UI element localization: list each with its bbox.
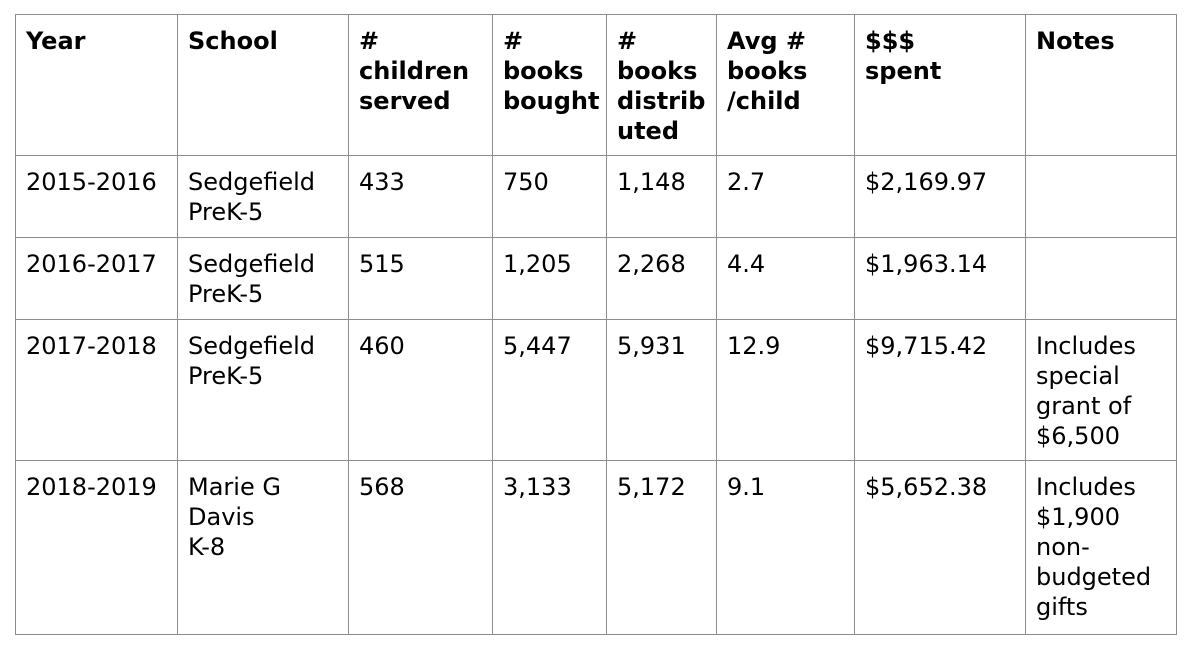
cell-year: 2015-2016 bbox=[15, 155, 178, 238]
cell-books-bought: 750 bbox=[492, 155, 607, 238]
cell-year: 2017-2018 bbox=[15, 319, 178, 461]
cell-money-spent: $9,715.42 bbox=[854, 319, 1026, 461]
header-books-distributed: # books distrib uted bbox=[606, 14, 717, 156]
cell-notes bbox=[1025, 237, 1177, 320]
cell-school: Sedgefield PreK-5 bbox=[177, 237, 349, 320]
book-distribution-table: Year School # children served # books bo… bbox=[15, 14, 1177, 635]
cell-money-spent: $2,169.97 bbox=[854, 155, 1026, 238]
cell-books-distributed: 1,148 bbox=[606, 155, 717, 238]
table-row: 2016-2017 Sedgefield PreK-5 515 1,205 2,… bbox=[15, 237, 1177, 320]
cell-children-served: 460 bbox=[348, 319, 493, 461]
header-children-served: # children served bbox=[348, 14, 493, 156]
cell-books-distributed: 2,268 bbox=[606, 237, 717, 320]
header-avg-books-per-child: Avg # books /child bbox=[716, 14, 855, 156]
table-row: 2018-2019 Marie G Davis K-8 568 3,133 5,… bbox=[15, 460, 1177, 635]
cell-notes: Includes special grant of $6,500 bbox=[1025, 319, 1177, 461]
header-notes: Notes bbox=[1025, 14, 1177, 156]
cell-children-served: 568 bbox=[348, 460, 493, 635]
header-money-spent: $$$ spent bbox=[854, 14, 1026, 156]
cell-notes: Includes $1,900 non- budgeted gifts bbox=[1025, 460, 1177, 635]
header-school: School bbox=[177, 14, 349, 156]
cell-avg-books: 4.4 bbox=[716, 237, 855, 320]
cell-avg-books: 2.7 bbox=[716, 155, 855, 238]
cell-year: 2016-2017 bbox=[15, 237, 178, 320]
table-row: 2015-2016 Sedgefield PreK-5 433 750 1,14… bbox=[15, 155, 1177, 238]
header-books-bought: # books bought bbox=[492, 14, 607, 156]
cell-year: 2018-2019 bbox=[15, 460, 178, 635]
cell-avg-books: 9.1 bbox=[716, 460, 855, 635]
cell-books-distributed: 5,931 bbox=[606, 319, 717, 461]
cell-school: Sedgefield PreK-5 bbox=[177, 155, 349, 238]
cell-children-served: 515 bbox=[348, 237, 493, 320]
cell-school: Marie G Davis K-8 bbox=[177, 460, 349, 635]
cell-books-bought: 3,133 bbox=[492, 460, 607, 635]
cell-books-bought: 5,447 bbox=[492, 319, 607, 461]
cell-children-served: 433 bbox=[348, 155, 493, 238]
cell-school: Sedgefield PreK-5 bbox=[177, 319, 349, 461]
cell-books-distributed: 5,172 bbox=[606, 460, 717, 635]
cell-notes bbox=[1025, 155, 1177, 238]
cell-money-spent: $1,963.14 bbox=[854, 237, 1026, 320]
table-row: 2017-2018 Sedgefield PreK-5 460 5,447 5,… bbox=[15, 319, 1177, 461]
header-year: Year bbox=[15, 14, 178, 156]
cell-books-bought: 1,205 bbox=[492, 237, 607, 320]
cell-money-spent: $5,652.38 bbox=[854, 460, 1026, 635]
cell-avg-books: 12.9 bbox=[716, 319, 855, 461]
header-row: Year School # children served # books bo… bbox=[15, 14, 1177, 156]
